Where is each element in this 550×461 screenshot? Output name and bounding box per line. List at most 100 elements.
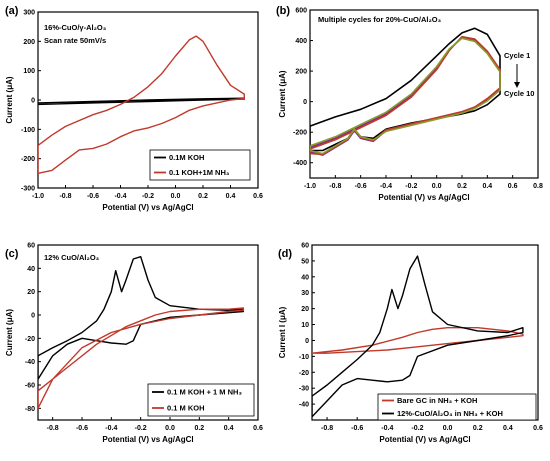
series-line-1 [310,27,501,152]
x-tick-label: 0.0 [171,193,181,200]
chart-panel-4: -0.8 -0.6 -0.4 -0.2 0.0 0.2 0.4 0.6 -40 -30 -20 -10… [278,243,543,445]
y-tick-label: 30 [301,290,309,297]
x-tick-label: -0.6 [351,425,363,432]
y-axis-label: Current (μA) [5,76,14,123]
x-tick-label: 0.0 [443,425,453,432]
y-axis-label: Current (μA) [278,70,287,117]
x-tick-label: 0.4 [226,193,236,200]
x-tick-label: 0.6 [508,183,518,190]
annotation: 16%-CuO/γ-Al₂O₃ [44,23,107,32]
annotation: Multiple cycles for 20%-CuO/Al₂O₃ [318,15,442,24]
annotation: 12% CuO/Al₂O₃ [44,253,100,262]
y-tick-label: -20 [299,370,309,377]
x-tick-label: -0.4 [380,183,392,190]
x-tick-label: 0.6 [253,193,263,200]
y-tick-label: 200 [23,39,35,46]
chart-panel-3: -0.8 -0.6 -0.4 -0.2 0.0 0.2 0.4 0.6 -80 -60 -40 -20… [5,243,263,445]
series-line-2 [38,307,244,409]
y-tick-label: 60 [27,243,35,250]
legend-label: 0.1 KOH+1M NH₃ [169,168,230,177]
x-tick-label: 0.4 [224,425,234,432]
x-tick-label: 0.4 [503,425,513,432]
legend: Bare GC in NH₃ + KOH 12%-CuO/Al₂O₃ in NH₃… [377,393,537,421]
legend-label: 0.1 M KOH + 1 M NH₃ [167,388,242,397]
y-tick-label: 0 [305,338,309,345]
x-tick-label: 0.0 [432,183,442,190]
series-line-4 [310,37,501,155]
x-axis-label: Potential (V) vs Ag/AgCl [102,435,193,444]
x-tick-label: -0.2 [411,425,423,432]
series-line-2 [312,255,524,418]
x-tick-label: 0.2 [473,425,483,432]
x-tick-label: 0.2 [194,425,204,432]
x-tick-label: -0.6 [355,183,367,190]
series-line-1 [38,256,244,380]
y-tick-label: -20 [25,336,35,343]
panel-label: (c) [5,248,19,260]
y-tick-label: -100 [21,127,35,134]
plot-frame [309,9,539,179]
plot-frame [37,244,259,421]
y-tick-label: 20 [27,289,35,296]
y-tick-label: -400 [293,160,307,167]
panel-label: (b) [276,5,290,17]
x-tick-label: -1.0 [304,183,316,190]
y-tick-label: 40 [301,274,309,281]
y-tick-label: -30 [299,386,309,393]
x-tick-label: -0.8 [321,425,333,432]
chart-panel-1: -1.0 -0.8 -0.6 -0.4 -0.2 0.0 0.2 0.4 0.6 -300 -200… [5,5,263,212]
x-axis-label: Potential (V) vs Ag/AgCl [378,193,469,202]
y-tick-label: -40 [25,359,35,366]
y-tick-label: 400 [295,38,307,45]
x-tick-label: -0.6 [76,425,88,432]
y-axis-label: Current (μA) [5,309,14,356]
y-tick-label: 0 [31,313,35,320]
x-tick-label: -0.4 [381,425,393,432]
y-tick-label: -200 [21,156,35,163]
x-tick-label: -0.6 [87,193,99,200]
y-tick-label: 50 [301,258,309,265]
y-tick-label: 40 [27,266,35,273]
y-tick-label: 0 [303,99,307,106]
y-tick-label: -300 [21,186,35,193]
legend-label: 12%-CuO/Al₂O₃ in NH₃ + KOH [397,409,503,418]
cycle-arrow-head [514,82,520,88]
x-tick-label: 0.8 [533,183,543,190]
y-tick-label: -80 [25,406,35,413]
annotation: Cycle 10 [504,89,534,98]
y-tick-label: 600 [295,8,307,15]
y-axis-label: Current I (μA) [278,306,287,358]
legend-box [149,149,251,181]
legend-label: 0.1M KOH [169,153,204,162]
panel-label: (a) [5,5,19,17]
x-tick-label: -0.2 [135,425,147,432]
y-tick-label: 200 [295,69,307,76]
y-tick-label: 20 [301,306,309,313]
y-tick-label: 60 [301,243,309,250]
annotation: Cycle 1 [504,51,530,60]
y-tick-label: -60 [25,383,35,390]
legend-label: Bare GC in NH₃ + KOH [397,396,477,405]
legend: 0.1M KOH 0.1 KOH+1M NH₃ [149,149,251,181]
x-tick-label: -1.0 [32,193,44,200]
x-tick-label: -0.8 [329,183,341,190]
legend-box [147,383,255,417]
x-tick-label: -0.8 [59,193,71,200]
x-tick-label: -0.8 [47,425,59,432]
x-tick-label: 0.2 [198,193,208,200]
annotation: Scan rate 50mV/s [44,36,106,45]
x-tick-label: -0.4 [105,425,117,432]
series-line-1 [312,327,524,354]
x-tick-label: -0.2 [142,193,154,200]
y-tick-label: -10 [299,354,309,361]
x-tick-label: 0.0 [165,425,175,432]
x-tick-label: 0.6 [253,425,263,432]
y-tick-label: -40 [299,402,309,409]
y-tick-label: 0 [31,98,35,105]
panel-label: (d) [278,248,292,260]
x-tick-label: 0.6 [533,425,543,432]
y-tick-label: 300 [23,10,35,17]
series-line-2 [38,35,245,174]
x-tick-label: 0.2 [457,183,467,190]
